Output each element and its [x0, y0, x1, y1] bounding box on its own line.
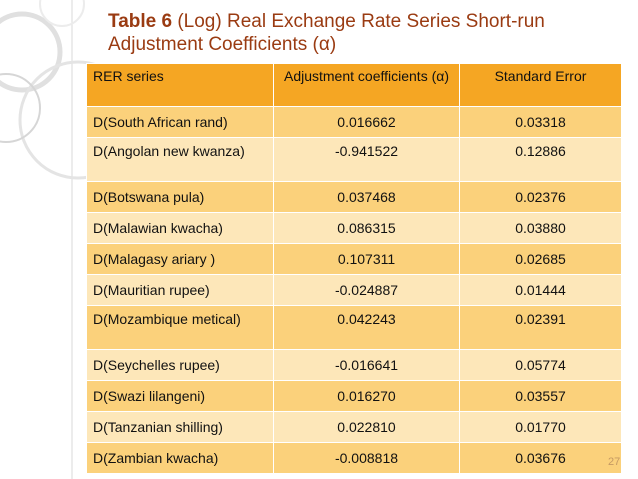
cell-standard-error: 0.02376 [459, 181, 622, 213]
table-header-row: RER series Adjustment coefficients (α) S… [86, 63, 622, 107]
cell-series: D(Tanzanian shilling) [86, 411, 274, 443]
table-row: D(Tanzanian shilling) 0.022810 0.01770 [86, 411, 622, 443]
cell-standard-error: 0.03318 [459, 106, 622, 138]
table-row: D(Mauritian rupee) -0.024887 0.01444 [86, 274, 622, 306]
cell-series: D(Angolan new kwanza) [86, 137, 274, 182]
cell-adjustment: -0.016641 [273, 349, 460, 381]
cell-standard-error: 0.02391 [459, 305, 622, 350]
cell-series: D(Swazi lilangeni) [86, 380, 274, 412]
cell-adjustment: -0.024887 [273, 274, 460, 306]
cell-adjustment: 0.042243 [273, 305, 460, 350]
cell-series: D(Botswana pula) [86, 181, 274, 213]
table-row: D(Swazi lilangeni) 0.016270 0.03557 [86, 380, 622, 412]
cell-adjustment: -0.941522 [273, 137, 460, 182]
cell-standard-error: 0.02685 [459, 243, 622, 275]
header-adjustment: Adjustment coefficients (α) [273, 63, 460, 107]
header-series: RER series [86, 63, 274, 107]
table-row: D(Angolan new kwanza) -0.941522 0.12886 [86, 137, 622, 182]
cell-standard-error: 0.01770 [459, 411, 622, 443]
rer-table: RER series Adjustment coefficients (α) S… [86, 63, 622, 474]
cell-series: D(Seychelles rupee) [86, 349, 274, 381]
cell-adjustment: -0.008818 [273, 442, 460, 474]
rer-table-body: RER series Adjustment coefficients (α) S… [86, 63, 622, 474]
header-standard-error: Standard Error [459, 63, 622, 107]
table-row: D(Zambian kwacha) -0.008818 0.03676 [86, 442, 622, 474]
cell-series: D(Mauritian rupee) [86, 274, 274, 306]
cell-series: D(Mozambique metical) [86, 305, 274, 350]
slide-title: Table 6 (Log) Real Exchange Rate Series … [108, 11, 545, 55]
cell-adjustment: 0.016270 [273, 380, 460, 412]
cell-standard-error: 0.01444 [459, 274, 622, 306]
cell-standard-error: 0.03557 [459, 380, 622, 412]
table-row: D(Seychelles rupee) -0.016641 0.05774 [86, 349, 622, 381]
cell-series: D(Zambian kwacha) [86, 442, 274, 474]
cell-standard-error: 0.03676 [459, 442, 622, 474]
cell-standard-error: 0.12886 [459, 137, 622, 182]
cell-adjustment: 0.022810 [273, 411, 460, 443]
cell-series: D(Malagasy ariary ) [86, 243, 274, 275]
page-number: 27 [608, 456, 621, 468]
cell-adjustment: 0.107311 [273, 243, 460, 275]
cell-standard-error: 0.05774 [459, 349, 622, 381]
cell-series: D(Malawian kwacha) [86, 212, 274, 244]
table-row: D(South African rand) 0.016662 0.03318 [86, 106, 622, 138]
cell-series: D(South African rand) [86, 106, 274, 138]
table-row: D(Mozambique metical) 0.042243 0.02391 [86, 305, 622, 350]
table-row: D(Malawian kwacha) 0.086315 0.03880 [86, 212, 622, 244]
table-row: D(Malagasy ariary ) 0.107311 0.02685 [86, 243, 622, 275]
cell-adjustment: 0.037468 [273, 181, 460, 213]
cell-adjustment: 0.086315 [273, 212, 460, 244]
cell-standard-error: 0.03880 [459, 212, 622, 244]
cell-adjustment: 0.016662 [273, 106, 460, 138]
table-row: D(Botswana pula) 0.037468 0.02376 [86, 181, 622, 213]
